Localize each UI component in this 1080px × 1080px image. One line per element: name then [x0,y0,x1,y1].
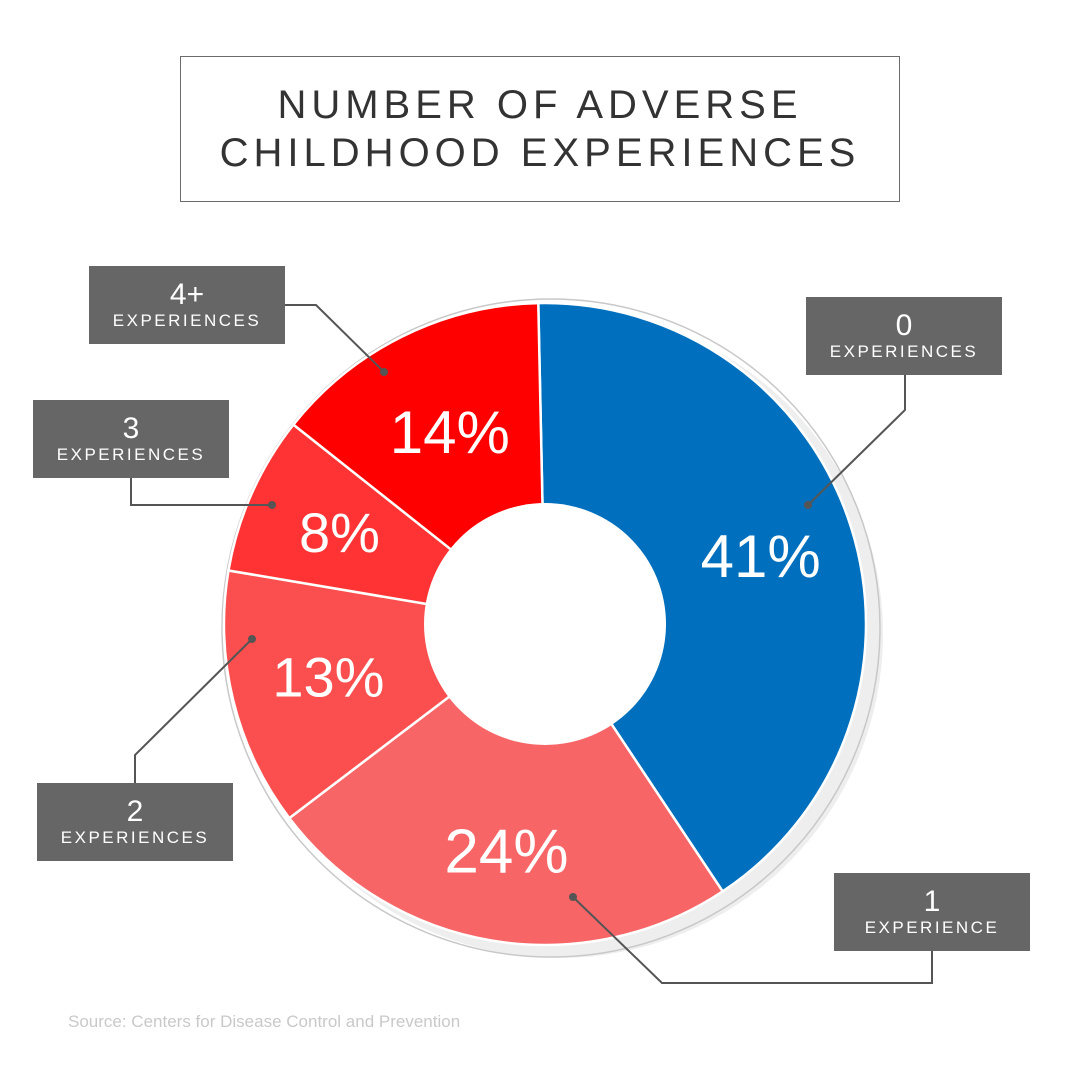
slice-0-experiences [537,301,868,894]
slice-value-label: 8% [299,501,380,564]
leader-line-2 [134,638,253,783]
slice-value-label: 24% [444,817,568,886]
slice-1-experience [287,622,725,947]
label-box-word: EXPERIENCES [56,445,206,464]
label-box-1-experience: 1 EXPERIENCE [834,873,1030,951]
label-box-number: 1 [923,885,941,918]
chart-title-line-2: CHILDHOOD EXPERIENCES [219,131,861,175]
label-box-word: EXPERIENCE [864,918,1000,937]
leader-line-1 [572,896,933,984]
label-box-3-experiences: 3 EXPERIENCES [33,400,229,478]
chart-title-box: NUMBER OF ADVERSE CHILDHOOD EXPERIENCES [180,56,900,202]
label-box-number: 3 [122,412,140,445]
label-box-2-experiences: 2 EXPERIENCES [37,783,233,861]
leader-dot [804,501,812,509]
label-box-word: EXPERIENCES [60,828,210,847]
leader-line-4plus [285,304,385,373]
label-box-4plus-experiences: 4+ EXPERIENCES [89,266,285,344]
leader-dot [248,635,256,643]
leader-dot [268,501,276,509]
donut-hole [424,503,666,745]
slice-value-label: 13% [272,646,384,709]
label-box-word: EXPERIENCES [112,311,262,330]
leader-dot [380,368,388,376]
leader-line-0 [807,375,906,506]
chart-outer-rim [221,298,881,958]
slice-value-label: 41% [701,523,821,590]
slice-value-label: 14% [390,399,510,466]
label-box-number: 0 [895,309,913,342]
leader-dot [569,893,577,901]
leader-line-3 [130,478,272,506]
chart-title-line-1: NUMBER OF ADVERSE [277,83,803,127]
label-box-word: EXPERIENCES [829,342,979,361]
label-box-number: 4+ [169,278,205,311]
source-note: Source: Centers for Disease Control and … [68,1012,461,1031]
label-box-0-experiences: 0 EXPERIENCES [806,297,1002,375]
label-box-number: 2 [126,795,144,828]
